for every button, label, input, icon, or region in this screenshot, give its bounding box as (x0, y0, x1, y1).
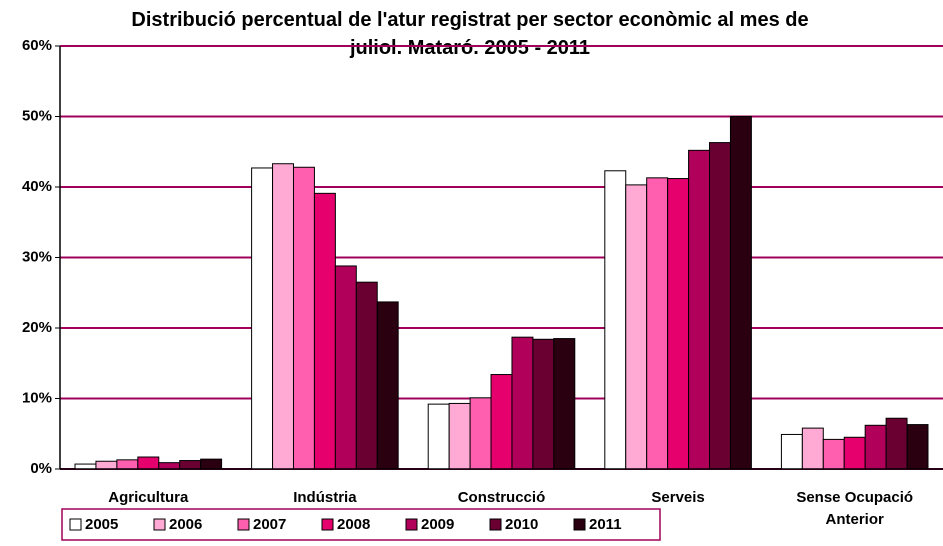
bar (179, 460, 202, 470)
bar (709, 142, 731, 470)
x-tick-label: Construcció (457, 489, 546, 506)
bar (646, 177, 669, 470)
bar (864, 424, 887, 470)
bar (95, 460, 118, 470)
x-tick-label-box: Construcció (457, 489, 546, 506)
legend-label: 2006 (169, 516, 202, 533)
bar (376, 301, 399, 470)
bar (469, 397, 492, 470)
bar (667, 178, 690, 470)
x-tick-label: Sense Ocupació Anterior (796, 489, 914, 528)
bar (553, 338, 576, 470)
bar (200, 458, 223, 470)
bar (843, 436, 866, 470)
bar (688, 149, 711, 470)
bar (822, 438, 845, 470)
bar (334, 265, 357, 470)
bar (604, 170, 627, 470)
y-tick-label: 10% (22, 389, 52, 406)
bar (625, 184, 648, 470)
legend-swatch (321, 518, 334, 531)
x-tick-label: Agricultura (108, 489, 189, 506)
x-tick-label-box: Sense Ocupació Anterior (796, 489, 914, 528)
legend-swatch (237, 518, 250, 531)
bar (729, 116, 752, 470)
legend-swatch (573, 518, 586, 531)
bar (490, 374, 513, 470)
y-tick-label: 50% (22, 107, 52, 124)
x-tick-label-box: Indústria (293, 489, 357, 506)
bar (780, 433, 803, 470)
legend-label: 2009 (421, 516, 454, 533)
y-tick-label: 40% (22, 178, 52, 195)
x-tick-label-box: Agricultura (108, 489, 189, 506)
legend-label: 2011 (589, 516, 622, 533)
bar (511, 336, 534, 470)
legend-swatch (405, 518, 418, 531)
chart-title: Distribució percentual de l'atur registr… (131, 9, 809, 59)
x-tick-label-box: Serveis (651, 489, 705, 506)
legend-swatch (69, 518, 82, 531)
bar (116, 459, 139, 470)
x-tick-label: Serveis (651, 489, 705, 506)
bar (906, 424, 929, 470)
y-tick-label: 60% (22, 37, 52, 54)
y-tick-label: 20% (22, 319, 52, 336)
y-tick-label: 0% (30, 460, 52, 477)
bar (158, 462, 181, 470)
bar (355, 281, 378, 470)
bar (251, 167, 274, 470)
legend-label: 2005 (85, 516, 118, 533)
legend-label: 2007 (253, 516, 286, 533)
bar (448, 402, 471, 470)
bar (427, 403, 450, 470)
legend-swatch (489, 518, 502, 531)
x-tick-label: Indústria (293, 489, 357, 506)
chart-title-box: Distribució percentual de l'atur registr… (131, 9, 809, 59)
legend-swatch (153, 518, 166, 531)
bar (137, 456, 160, 470)
bar (292, 166, 315, 470)
legend-label: 2008 (337, 516, 370, 533)
y-tick-label: 30% (22, 248, 52, 265)
legend-label: 2010 (505, 516, 538, 533)
bar (532, 338, 555, 470)
bar (801, 427, 824, 470)
bar (885, 417, 908, 470)
bar (272, 163, 294, 470)
bar (313, 192, 336, 470)
